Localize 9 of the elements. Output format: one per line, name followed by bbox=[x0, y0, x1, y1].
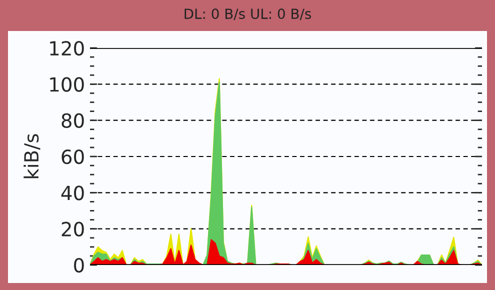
y-tick-label: 80 bbox=[62, 113, 84, 128]
y-tick-label: 0 bbox=[74, 258, 84, 273]
y-tick-label: 120 bbox=[50, 40, 84, 56]
y-tick-label: 40 bbox=[61, 186, 84, 200]
chart-title: DL: 0 B/s UL: 0 B/s bbox=[184, 8, 311, 20]
y-tick-label: 20 bbox=[62, 222, 84, 236]
y-tick-label: 100 bbox=[50, 77, 84, 92]
y-axis-title: kiB/s bbox=[24, 134, 40, 178]
y-tick-label: 60 bbox=[62, 149, 84, 164]
